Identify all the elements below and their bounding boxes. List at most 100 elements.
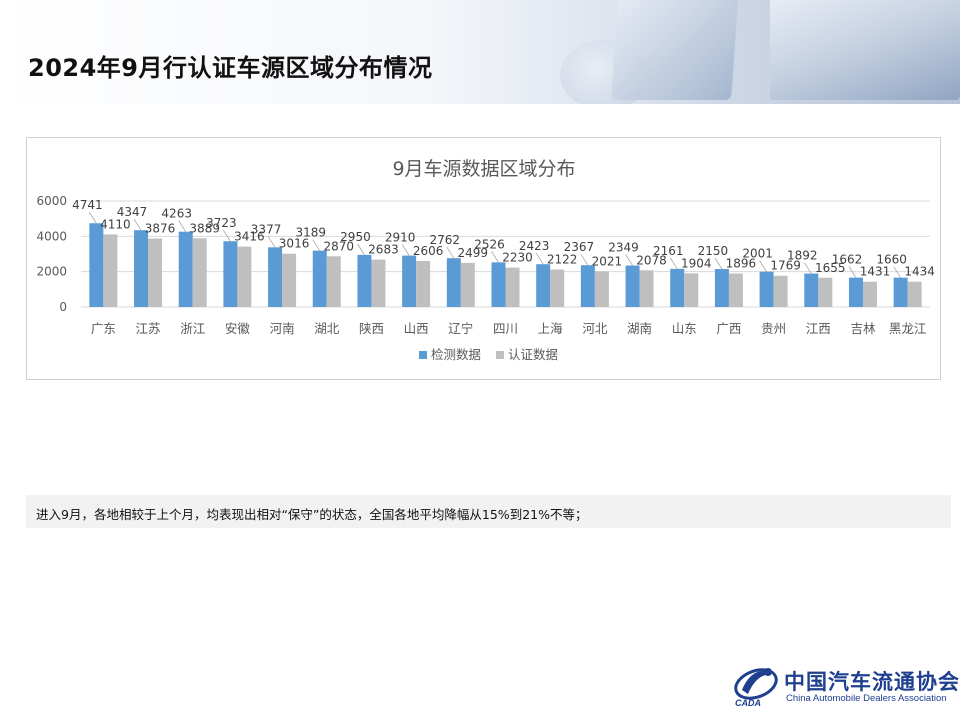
data-label-leader: [669, 257, 678, 270]
x-tick-label: 陕西: [359, 321, 384, 336]
bar-series2: [148, 238, 163, 307]
data-label-series2: 3889: [189, 221, 220, 235]
x-tick-label: 山东: [672, 321, 697, 336]
bar-series2: [416, 260, 431, 307]
data-label-series1: 2001: [742, 247, 773, 261]
bar-series2: [862, 281, 877, 307]
data-label-leader: [446, 246, 455, 259]
data-label-series2: 2021: [592, 254, 623, 268]
bar-series2: [684, 273, 699, 307]
x-tick-label: 辽宁: [448, 321, 473, 336]
data-label-series2: 2230: [502, 251, 533, 265]
x-tick-label: 黑龙江: [889, 321, 927, 336]
bar-series2: [818, 277, 833, 307]
data-label-leader: [133, 218, 142, 231]
x-tick-label: 吉林: [850, 321, 876, 336]
bar-series2: [237, 246, 252, 307]
data-label-series2: 1896: [726, 257, 757, 271]
bar-series2: [907, 281, 922, 307]
data-label-series2: 2499: [458, 246, 489, 260]
banner-decoration: [770, 0, 960, 100]
y-tick-label: 4000: [36, 229, 67, 243]
data-label-series2: 1431: [860, 265, 891, 279]
x-tick-label: 四川: [493, 321, 518, 336]
x-tick-label: 河北: [582, 321, 608, 336]
data-label-leader: [401, 244, 410, 256]
data-label-series1: 2950: [340, 230, 371, 244]
data-label-leader: [178, 220, 187, 232]
bar-series1: [580, 265, 595, 307]
bar-series1: [446, 258, 461, 307]
x-tick-label: 广东: [91, 321, 116, 336]
y-tick-label: 2000: [36, 265, 67, 279]
data-label-series2: 3016: [279, 237, 310, 251]
logo-chinese-name: 中国汽车流通协会: [784, 669, 960, 694]
bar-series2: [282, 253, 297, 307]
data-label-series1: 3723: [206, 216, 237, 230]
x-tick-label: 湖南: [627, 321, 652, 336]
data-label-series1: 4263: [161, 207, 192, 221]
x-tick-label: 河南: [270, 321, 295, 336]
x-tick-label: 山西: [404, 321, 429, 336]
bar-series2: [103, 234, 118, 307]
data-label-series2: 4110: [100, 217, 131, 231]
data-label-leader: [312, 239, 321, 251]
data-label-series1: 2526: [474, 237, 505, 251]
bar-series2: [371, 259, 386, 307]
bar-series2: [728, 273, 743, 307]
data-label-series1: 1662: [832, 253, 863, 267]
data-label-leader: [535, 252, 544, 265]
data-label-series1: 3377: [251, 222, 282, 236]
logo-english-name: China Automobile Dealers Association: [786, 693, 947, 704]
chart-container: 9月车源数据区域分布 0 2000 4000 6000 4741 4110 广东 4347 387…: [26, 137, 941, 380]
x-tick-label: 广西: [716, 321, 741, 336]
data-label-series1: 1660: [876, 253, 907, 267]
data-label-leader: [759, 260, 767, 272]
bar-series2: [594, 271, 609, 307]
bar-series1: [536, 264, 551, 307]
x-tick-label: 江苏: [136, 321, 161, 336]
data-label-leader: [267, 236, 276, 248]
bar-series1: [268, 247, 283, 307]
bar-series1: [714, 269, 729, 307]
bar-series1: [178, 231, 193, 307]
x-tick-label: 湖北: [314, 321, 340, 336]
data-label-series2: 2683: [368, 243, 399, 257]
x-tick-label: 上海: [538, 321, 564, 336]
legend-label-series2: 认证数据: [508, 347, 558, 362]
bar-series1: [670, 268, 685, 307]
bar-series1: [134, 230, 149, 307]
bar-series1: [625, 265, 640, 307]
page-title: 2024年9月行认证车源区域分布情况: [28, 54, 433, 82]
legend-label-series1: 检测数据: [431, 347, 481, 362]
banner-decoration: [611, 0, 739, 100]
data-label-series1: 2349: [608, 241, 639, 255]
bar-chart: 9月车源数据区域分布 0 2000 4000 6000 4741 4110 广东 4347 387…: [36, 158, 934, 362]
data-label-leader: [357, 243, 365, 256]
summary-note: 进入9月，各地相较于上个月，均表现出相对“保守”的状态，全国各地平均降幅从15%…: [26, 495, 951, 528]
data-label-leader: [491, 251, 499, 263]
data-label-series1: 1892: [787, 249, 818, 263]
x-tick-label: 安徽: [225, 321, 251, 336]
chart-title: 9月车源数据区域分布: [392, 158, 575, 180]
data-label-series1: 2910: [385, 231, 416, 245]
data-label-series2: 1904: [681, 256, 712, 270]
data-label-series2: 3876: [145, 222, 176, 236]
data-label-leader: [89, 212, 97, 224]
bar-series1: [402, 255, 417, 307]
legend-swatch-series2: [496, 351, 504, 359]
bar-series1: [759, 271, 774, 307]
logo-mark-text: CADA: [735, 698, 761, 708]
bar-series1: [89, 223, 104, 307]
data-label-series2: 2606: [413, 244, 444, 258]
data-label-series1: 2150: [698, 244, 729, 258]
bar-series1: [893, 277, 908, 307]
data-label-series2: 2078: [636, 253, 667, 267]
bar-series2: [550, 269, 565, 307]
cada-logo-icon: CADA: [734, 668, 778, 708]
bar-series1: [848, 277, 863, 307]
data-label-series1: 2161: [653, 244, 684, 258]
bar-series2: [326, 256, 341, 307]
bar-series1: [804, 273, 819, 307]
data-label-series1: 2423: [519, 239, 550, 253]
